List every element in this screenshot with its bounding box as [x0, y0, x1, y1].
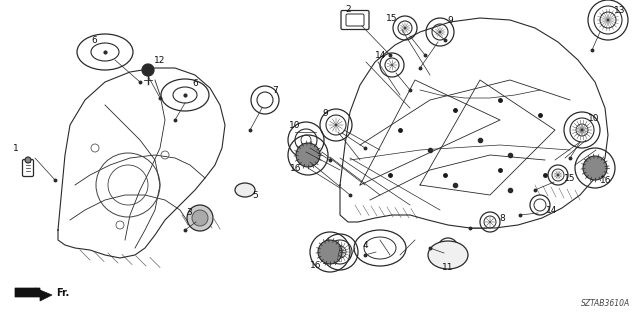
Text: 13: 13 [614, 5, 626, 14]
Circle shape [142, 64, 154, 76]
Text: 16: 16 [600, 175, 612, 185]
Text: 16: 16 [291, 164, 301, 172]
Circle shape [187, 205, 213, 231]
Text: 11: 11 [442, 263, 454, 273]
Text: 16: 16 [310, 260, 322, 269]
Text: 6: 6 [192, 78, 198, 87]
Text: 10: 10 [588, 114, 600, 123]
Text: 7: 7 [272, 85, 278, 94]
Circle shape [192, 210, 208, 226]
Text: 3: 3 [186, 207, 192, 217]
Circle shape [296, 143, 320, 167]
Text: 9: 9 [322, 108, 328, 117]
Text: 10: 10 [323, 258, 333, 267]
Text: 14: 14 [547, 205, 557, 214]
Text: 6: 6 [91, 36, 97, 44]
Text: 12: 12 [154, 55, 166, 65]
Text: 5: 5 [252, 190, 258, 199]
Text: 14: 14 [375, 51, 387, 60]
Circle shape [583, 156, 607, 180]
Text: 9: 9 [457, 253, 463, 262]
Text: 2: 2 [345, 4, 351, 13]
Ellipse shape [235, 183, 255, 197]
Text: 9: 9 [447, 15, 453, 25]
Text: 15: 15 [564, 173, 576, 182]
Text: 4: 4 [362, 241, 368, 250]
Text: 1: 1 [13, 143, 19, 153]
Text: Fr.: Fr. [56, 288, 69, 298]
Circle shape [25, 157, 31, 163]
Text: 15: 15 [387, 13, 397, 22]
Polygon shape [15, 288, 52, 301]
Circle shape [318, 240, 342, 264]
Text: 10: 10 [289, 121, 301, 130]
Text: 8: 8 [499, 213, 505, 222]
Ellipse shape [428, 241, 468, 269]
Text: SZTAB3610A: SZTAB3610A [580, 299, 630, 308]
